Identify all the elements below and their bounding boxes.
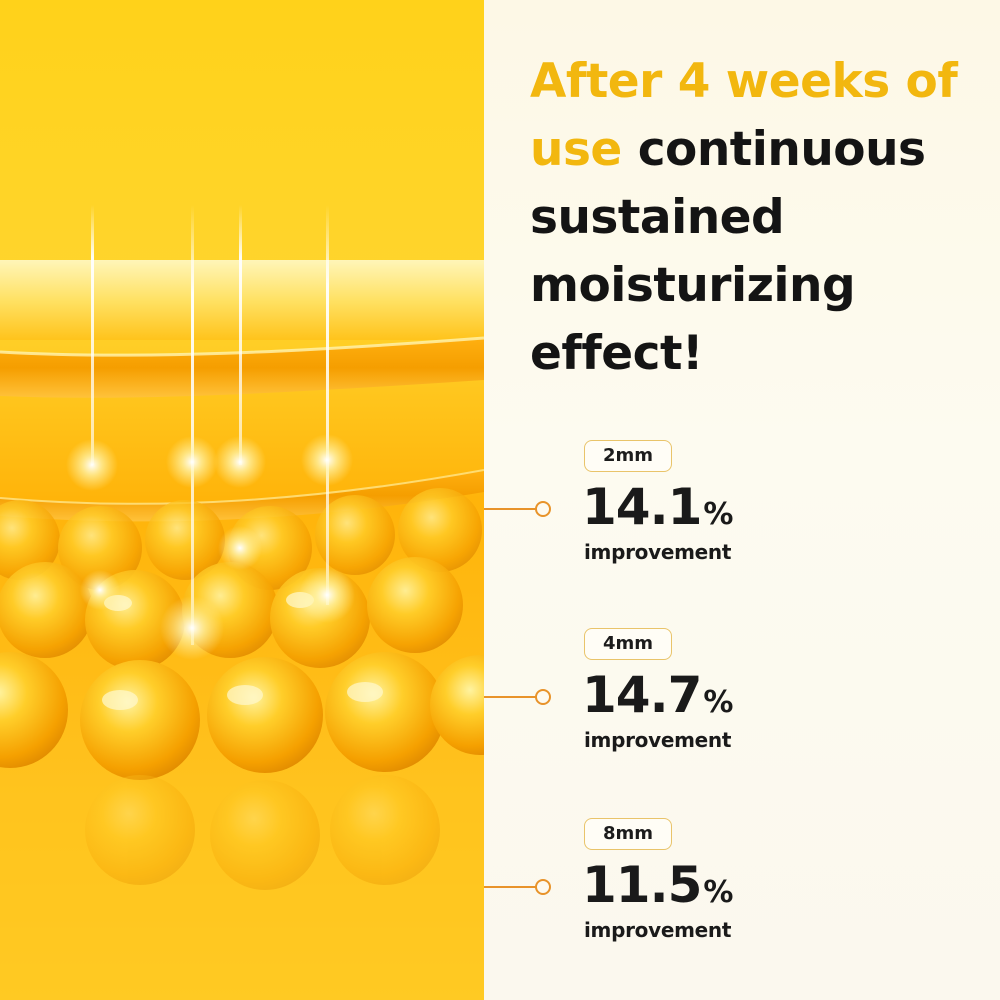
stat-value-line: 11.5% <box>582 856 733 914</box>
stat-value-line: 14.1% <box>582 478 733 536</box>
headline: After 4 weeks of use continuous sustaine… <box>530 48 990 388</box>
stat-unit: % <box>703 497 734 532</box>
stat-value-line: 14.7% <box>582 666 733 724</box>
stat-caption: improvement <box>584 918 732 942</box>
depth-badge: 2mm <box>584 440 672 472</box>
depth-badge: 8mm <box>584 818 672 850</box>
moisture-beads-illustration <box>0 0 484 1000</box>
connector-line <box>484 696 538 698</box>
connector-line <box>484 508 538 510</box>
headline-accent: After 4 weeks of use <box>530 54 958 177</box>
stat-value: 14.7 <box>582 666 702 724</box>
headline-rest: continuous sustained moisturizing effect… <box>530 122 926 381</box>
connector-dot-icon <box>535 879 551 895</box>
results-panel: After 4 weeks of use continuous sustaine… <box>484 0 1000 1000</box>
connector-line <box>484 886 538 888</box>
stat-value: 11.5 <box>582 856 702 914</box>
stat-item-2mm: 2mm 14.1% improvement <box>484 440 1000 580</box>
connector-dot-icon <box>535 501 551 517</box>
stat-caption: improvement <box>584 728 732 752</box>
depth-badge: 4mm <box>584 628 672 660</box>
stat-item-8mm: 8mm 11.5% improvement <box>484 818 1000 958</box>
stat-unit: % <box>703 875 734 910</box>
stat-unit: % <box>703 685 734 720</box>
stat-caption: improvement <box>584 540 732 564</box>
connector-dot-icon <box>535 689 551 705</box>
stat-value: 14.1 <box>582 478 702 536</box>
stat-item-4mm: 4mm 14.7% improvement <box>484 628 1000 768</box>
